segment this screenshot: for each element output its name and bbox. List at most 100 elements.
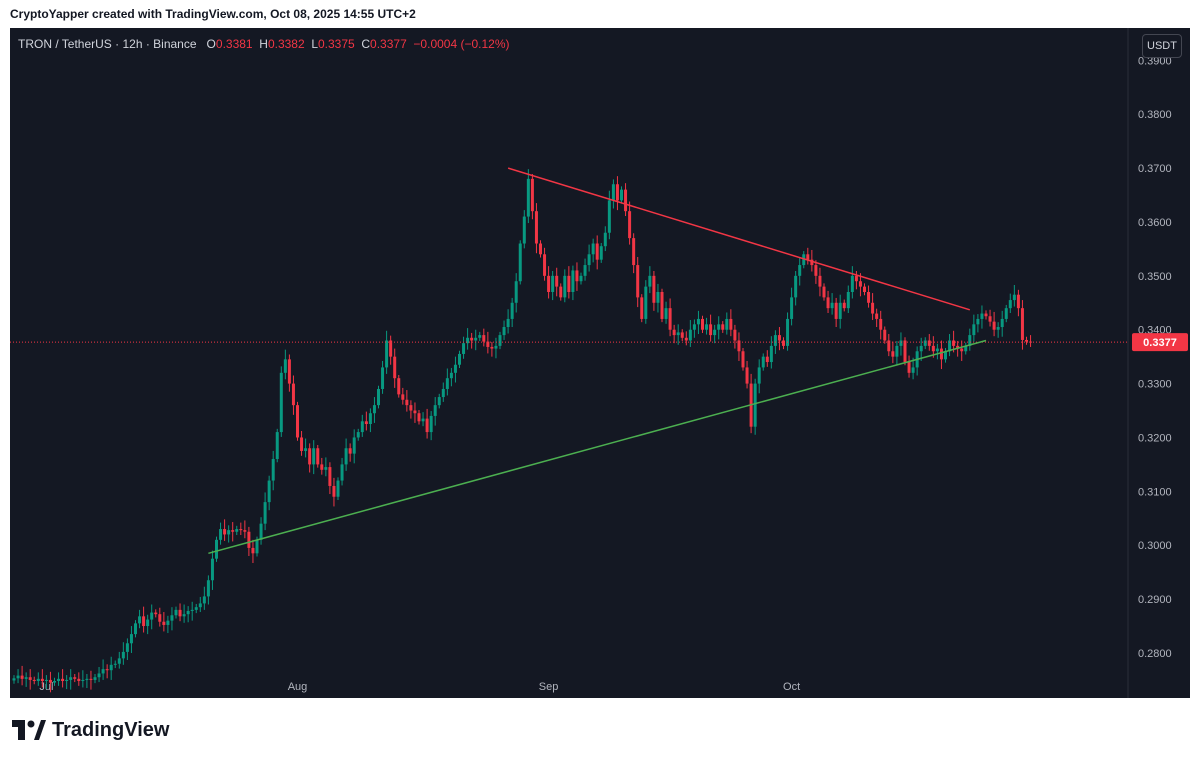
candle-body: [166, 620, 170, 625]
candle-body: [701, 318, 704, 330]
candle-body: [239, 529, 243, 531]
candle-body: [154, 612, 158, 615]
symbol-legend: TRON / TetherUS · 12h · Binance O0.3381 …: [18, 37, 510, 51]
candle-body: [923, 340, 927, 346]
candle-body: [640, 297, 644, 319]
candle-body: [121, 651, 125, 659]
candle-body: [146, 619, 150, 627]
candle-body: [757, 367, 761, 384]
candle-body: [441, 388, 445, 398]
candle-body: [518, 243, 522, 282]
candle-body: [777, 335, 781, 341]
candle-body: [478, 335, 482, 338]
currency-button[interactable]: USDT: [1142, 34, 1182, 58]
candle-body: [952, 340, 956, 346]
tradingview-logo-icon: [12, 720, 46, 740]
support-trendline: [208, 339, 987, 555]
candle-body: [89, 678, 93, 680]
candle-body: [498, 335, 502, 346]
close-value: 0.3377: [370, 37, 407, 51]
candle-body: [271, 459, 275, 481]
candle-body: [312, 448, 316, 465]
candle-body: [1012, 294, 1016, 301]
candle-body: [1008, 300, 1012, 309]
candle-body: [77, 678, 81, 681]
brand-name: TradingView: [52, 718, 170, 741]
candle-body: [425, 418, 429, 433]
candle-body: [291, 383, 295, 406]
candle-body: [12, 678, 16, 681]
candle-body: [842, 302, 846, 309]
candle-body: [393, 356, 397, 379]
candle-body: [919, 345, 923, 352]
candle-body: [150, 612, 154, 620]
open-value: 0.3381: [215, 37, 253, 51]
candle-body: [170, 615, 174, 621]
candle-body: [692, 324, 696, 330]
candle-body: [65, 679, 69, 681]
candle-body: [858, 281, 862, 287]
candle-body: [956, 345, 960, 349]
credit-text: CryptoYapper created with TradingView.co…: [10, 7, 416, 21]
candle-body: [931, 345, 935, 352]
candle-body: [587, 254, 591, 266]
candle-body: [927, 340, 931, 346]
candle-body: [210, 558, 214, 581]
candle-body: [992, 321, 996, 330]
candle-body: [437, 397, 441, 406]
candle-body: [113, 663, 117, 665]
candle-body: [551, 275, 555, 292]
candle-body: [607, 200, 611, 233]
candle-body: [883, 329, 887, 341]
candle-body: [332, 485, 336, 497]
candle-body: [652, 275, 656, 303]
candle-body: [494, 345, 498, 349]
high-value: 0.3382: [267, 37, 305, 51]
candle-body: [235, 529, 239, 532]
chart-panel[interactable]: 0.2800 0.2900 0.3000 0.3100 0.3200 0.3300 0.34…: [10, 28, 1190, 698]
candle-body: [186, 610, 190, 615]
candle-body: [117, 658, 121, 664]
candlestick-chart[interactable]: 0.28000.29000.30000.31000.32000.33000.34…: [10, 28, 1190, 698]
candle-body: [543, 254, 547, 276]
candle-body: [247, 531, 251, 548]
y-tick-label: 0.2900: [1138, 594, 1172, 606]
candle-body: [834, 302, 838, 319]
candle-body: [219, 529, 223, 540]
candle-body: [773, 335, 777, 346]
candle-body: [320, 464, 324, 470]
candle-body: [336, 480, 340, 497]
candle-body: [514, 281, 518, 303]
candle-body: [308, 448, 312, 465]
candle-body: [510, 302, 514, 319]
candle-body: [389, 340, 393, 357]
candle-body: [36, 678, 40, 681]
candle-body: [960, 348, 964, 352]
open-label: O: [206, 37, 216, 51]
candle-body: [283, 359, 287, 373]
candle-body: [470, 337, 474, 341]
candle-body: [563, 275, 567, 298]
candle-body: [765, 356, 769, 363]
candle-body: [486, 341, 490, 347]
candle-body: [753, 383, 757, 427]
candle-body: [935, 348, 939, 352]
candle-body: [644, 286, 648, 319]
tradingview-logo[interactable]: TradingView: [12, 716, 169, 744]
candle-body: [591, 243, 595, 255]
candle-body: [397, 378, 401, 395]
candle-body: [867, 292, 871, 303]
candle-body: [624, 189, 628, 212]
candle-body: [20, 675, 24, 679]
candle-body: [409, 405, 413, 411]
footer: TradingView: [0, 698, 1200, 761]
candle-body: [134, 623, 137, 635]
y-tick-label: 0.3700: [1138, 163, 1172, 175]
candle-body: [664, 308, 668, 319]
candle-body: [259, 523, 263, 540]
candle-body: [255, 539, 259, 554]
candle-body: [381, 367, 385, 389]
candle-body: [526, 178, 530, 217]
last-price-label: 0.3377: [1143, 337, 1177, 349]
symbol-name[interactable]: TRON / TetherUS · 12h · Binance: [18, 37, 197, 51]
